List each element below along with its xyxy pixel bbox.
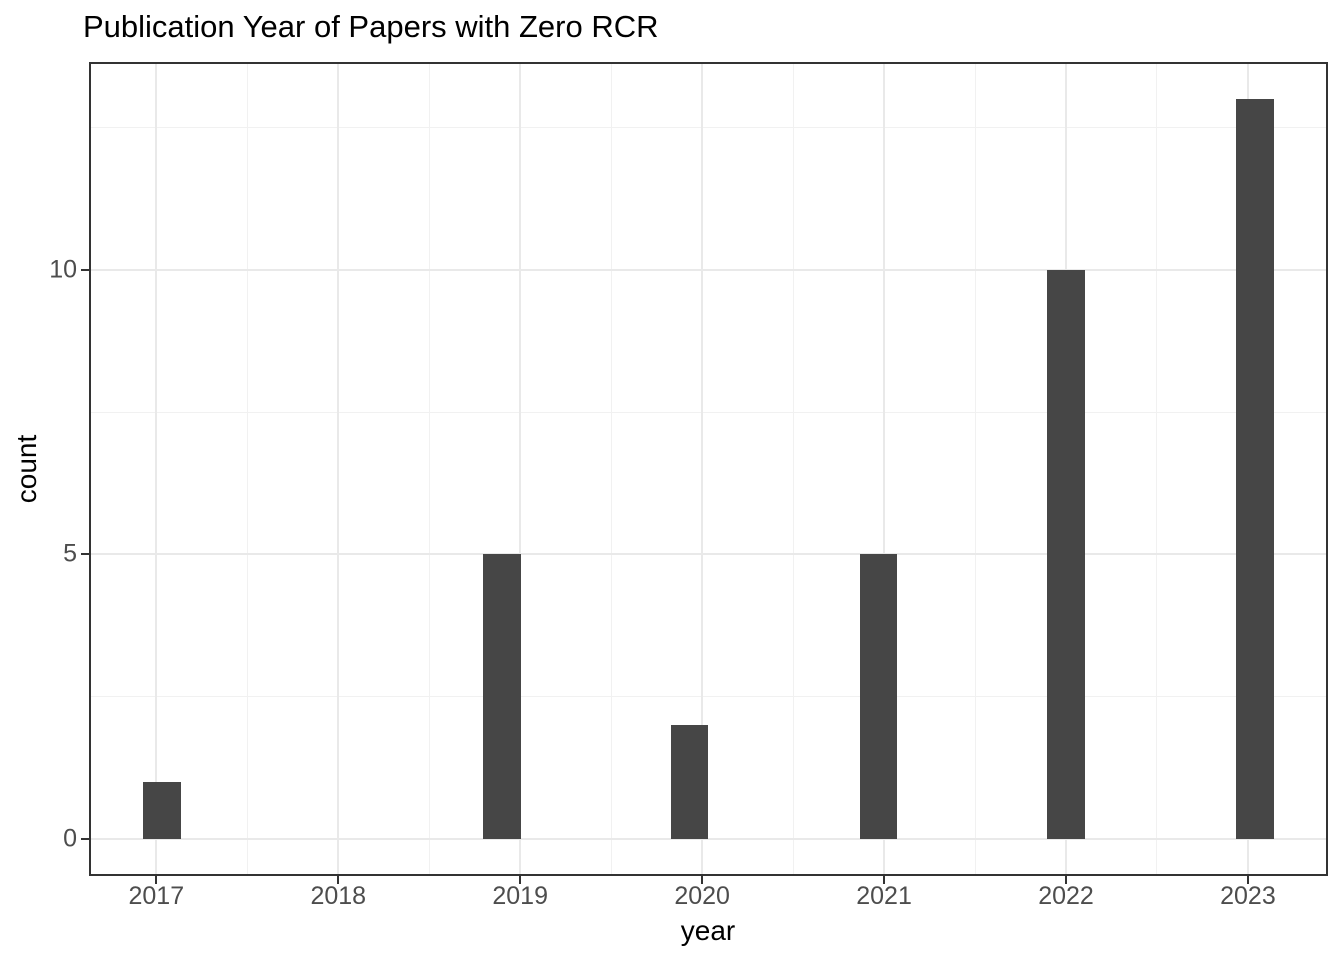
- gridline-major-vertical: [155, 62, 158, 876]
- x-tick-mark: [1065, 876, 1067, 884]
- x-tick-label: 2019: [492, 882, 548, 910]
- histogram-bar: [859, 554, 898, 839]
- x-tick-label: 2022: [1038, 882, 1094, 910]
- gridline-minor-vertical: [428, 62, 430, 876]
- y-tick-mark: [81, 268, 89, 271]
- histogram-bar: [483, 554, 521, 839]
- gridline-minor-vertical: [792, 62, 794, 876]
- gridline-minor-vertical: [246, 62, 248, 876]
- y-tick-mark: [81, 838, 89, 840]
- gridline-minor-horizontal: [89, 411, 1328, 413]
- histogram-bar: [670, 725, 709, 839]
- gridline-minor-vertical: [1156, 62, 1158, 876]
- y-tick-label: 5: [63, 539, 77, 568]
- histogram-bar: [1236, 99, 1275, 839]
- gridline-major-vertical: [337, 62, 340, 876]
- x-tick-mark: [883, 876, 886, 884]
- gridline-minor-horizontal: [89, 696, 1328, 698]
- x-tick-mark: [1246, 876, 1249, 884]
- x-tick-mark: [519, 876, 522, 884]
- x-tick-label: 2017: [128, 882, 185, 910]
- gridline-major-vertical: [519, 62, 522, 876]
- histogram-bar: [142, 782, 181, 839]
- gridline-minor-vertical: [610, 62, 612, 876]
- x-tick-label: 2021: [856, 882, 912, 910]
- x-tick-mark: [155, 876, 158, 884]
- x-tick-label: 2018: [310, 882, 367, 910]
- plot-panel: [89, 62, 1328, 876]
- gridline-major-vertical: [883, 62, 886, 876]
- gridline-minor-horizontal: [89, 126, 1328, 128]
- y-axis-title: count: [11, 434, 42, 504]
- x-tick-mark: [701, 876, 704, 884]
- y-tick-mark: [81, 553, 89, 556]
- chart-title: Publication Year of Papers with Zero RCR: [83, 9, 659, 44]
- gridline-major-horizontal: [89, 268, 1328, 271]
- gridline-major-vertical: [701, 62, 704, 876]
- y-tick-label: 0: [63, 824, 77, 853]
- gridline-major-horizontal: [89, 553, 1328, 556]
- x-axis-title: year: [680, 915, 736, 946]
- gridline-major-horizontal: [89, 838, 1328, 840]
- x-tick-label: 2023: [1220, 882, 1276, 910]
- x-tick-mark: [337, 876, 340, 884]
- gridline-minor-vertical: [974, 62, 976, 876]
- histogram-bar: [1047, 269, 1085, 839]
- y-tick-label: 10: [49, 255, 77, 284]
- x-tick-label: 2020: [674, 882, 730, 910]
